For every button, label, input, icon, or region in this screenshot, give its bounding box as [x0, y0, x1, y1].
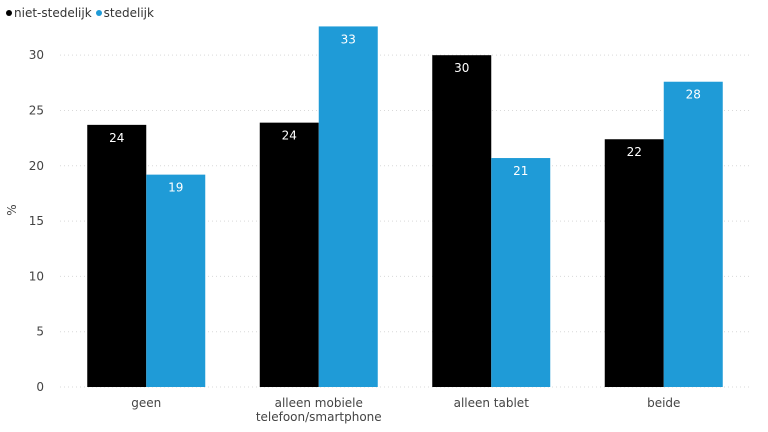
y-tick-label: 0 — [36, 380, 44, 394]
y-tick-label: 30 — [29, 48, 44, 62]
y-tick-label: 20 — [29, 159, 44, 173]
y-axis-ticks: 0 5 10 15 20 25 30 — [29, 48, 44, 394]
y-tick-label: 5 — [36, 325, 44, 339]
bar-stedelijk[interactable] — [491, 158, 551, 387]
data-label: 28 — [686, 88, 701, 102]
y-tick-label: 15 — [29, 214, 44, 228]
bars: 24 19 24 33 30 21 22 28 — [87, 26, 723, 388]
data-label: 30 — [454, 61, 469, 75]
y-tick-label: 10 — [29, 269, 44, 283]
x-category-label: alleen mobiele — [275, 396, 363, 410]
gridlines — [60, 54, 750, 388]
x-category-label: alleen tablet — [454, 396, 530, 410]
bar-stedelijk[interactable] — [663, 81, 723, 388]
data-label: 33 — [341, 32, 356, 46]
legend-label: niet-stedelijk — [14, 6, 92, 20]
bar-niet-stedelijk[interactable] — [432, 55, 492, 387]
y-axis-label: % — [5, 204, 19, 215]
bar-niet-stedelijk[interactable] — [259, 122, 319, 387]
data-label: 19 — [168, 181, 183, 195]
x-category-label: beide — [647, 396, 680, 410]
legend-dot-icon — [6, 10, 12, 16]
bar-stedelijk[interactable] — [146, 174, 206, 387]
legend-label: stedelijk — [103, 6, 154, 20]
bar-stedelijk[interactable] — [318, 26, 378, 387]
data-label: 24 — [109, 131, 124, 145]
data-label: 21 — [513, 164, 528, 178]
y-tick-label: 25 — [29, 103, 44, 117]
legend-item-niet-stedelijk[interactable]: niet-stedelijk — [6, 6, 92, 20]
data-label: 22 — [627, 145, 642, 159]
x-category-label: telefoon/smartphone — [256, 410, 382, 424]
legend: niet-stedelijk stedelijk — [6, 6, 154, 20]
data-label: 24 — [282, 129, 297, 143]
x-category-label: geen — [131, 396, 161, 410]
legend-dot-icon — [95, 10, 102, 16]
bar-niet-stedelijk[interactable] — [604, 139, 664, 387]
bar-niet-stedelijk[interactable] — [87, 124, 147, 387]
legend-item-stedelijk[interactable]: stedelijk — [95, 6, 154, 20]
